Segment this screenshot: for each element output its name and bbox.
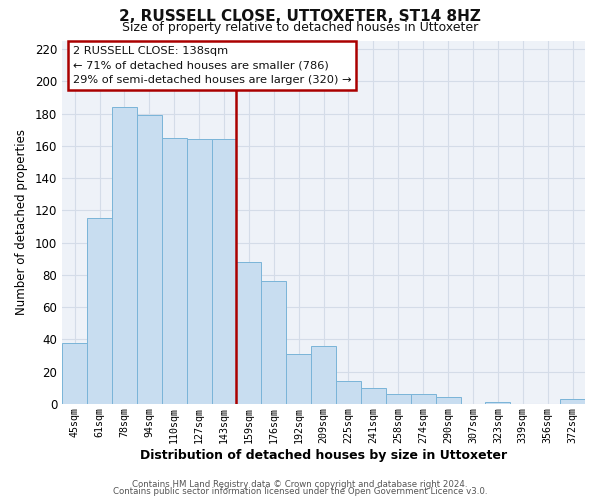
Bar [87,218,112,404]
Bar [62,342,87,404]
Bar [311,346,336,404]
Bar [560,399,585,404]
Text: Contains public sector information licensed under the Open Government Licence v3: Contains public sector information licen… [113,487,487,496]
Text: Contains HM Land Registry data © Crown copyright and database right 2024.: Contains HM Land Registry data © Crown c… [132,480,468,489]
Bar [212,140,236,404]
Bar [137,115,162,404]
Bar [112,107,137,404]
Bar [262,281,286,404]
Bar [411,394,436,404]
Bar [187,140,212,404]
Text: Size of property relative to detached houses in Uttoxeter: Size of property relative to detached ho… [122,21,478,34]
Bar [336,381,361,404]
Bar [361,388,386,404]
Text: 2 RUSSELL CLOSE: 138sqm
← 71% of detached houses are smaller (786)
29% of semi-d: 2 RUSSELL CLOSE: 138sqm ← 71% of detache… [73,46,351,85]
Bar [485,402,511,404]
Y-axis label: Number of detached properties: Number of detached properties [15,130,28,316]
X-axis label: Distribution of detached houses by size in Uttoxeter: Distribution of detached houses by size … [140,450,507,462]
Bar [162,138,187,404]
Bar [386,394,411,404]
Bar [436,398,461,404]
Bar [286,354,311,404]
Text: 2, RUSSELL CLOSE, UTTOXETER, ST14 8HZ: 2, RUSSELL CLOSE, UTTOXETER, ST14 8HZ [119,9,481,24]
Bar [236,262,262,404]
